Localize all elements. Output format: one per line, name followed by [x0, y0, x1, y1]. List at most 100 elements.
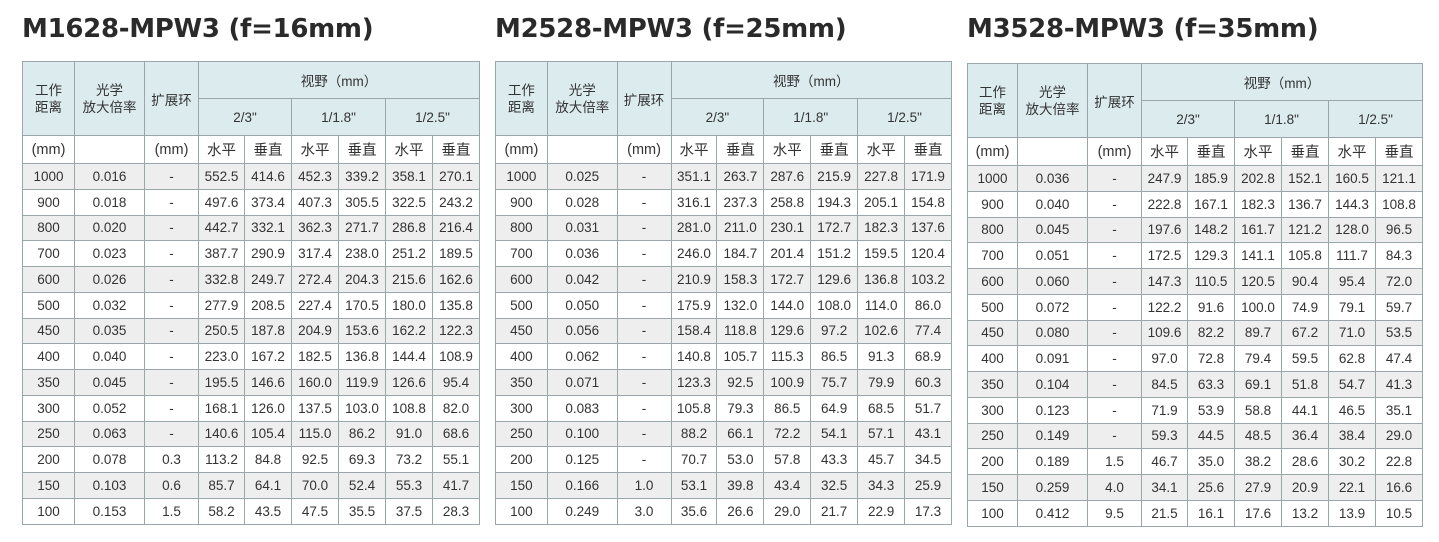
- table-cell: 43.4: [763, 472, 812, 499]
- table-cell: 79.1: [1328, 293, 1376, 321]
- header-horizontal: 水平: [763, 135, 812, 164]
- table-row: 600 0.042-210.9 158.3 172.7 129.6 136.8 103.2: [495, 266, 952, 293]
- table-cell: 150: [495, 472, 548, 499]
- table-cell: 200: [967, 448, 1018, 475]
- table-cell: -: [144, 240, 199, 267]
- table-cell: 100.0: [1234, 293, 1282, 321]
- table-cell: 400: [22, 343, 75, 370]
- table-row: 450 0.035-250.5 187.8 204.9 153.6 162.2 122.3: [22, 317, 480, 345]
- table-row: 250 0.100-88.2 66.1 72.2 54.1 57.1 43.1: [495, 420, 952, 448]
- header-vertical: 垂直: [716, 135, 765, 164]
- header-working-distance: 工作 距离: [967, 63, 1018, 138]
- table-title: M2528-MPW3 (f=25mm): [495, 14, 847, 44]
- table-cell: 108.8: [1375, 190, 1423, 218]
- table-cell: 187.8: [244, 317, 292, 345]
- table-cell: 270.1: [432, 163, 480, 190]
- table-cell: 500: [495, 291, 548, 319]
- table-row: 200 0.078 0.3 113.2 84.8 92.5 69.3 73.2 55.1: [22, 446, 480, 473]
- table-cell: 41.7: [432, 472, 480, 499]
- table-cell: 0.042: [546, 266, 618, 293]
- table-cell: 100: [22, 497, 75, 525]
- table-cell: -: [616, 343, 672, 370]
- table-row: 1000 0.036-247.9 185.9 202.8 152.1 160.5 121.1: [967, 165, 1423, 192]
- table-cell: 350: [495, 369, 548, 396]
- table-cell: 21.5: [1141, 499, 1188, 527]
- table-cell: 109.6: [1141, 319, 1188, 347]
- table-cell: 21.7: [810, 497, 859, 525]
- table-cell: 129.6: [763, 317, 812, 345]
- table-cell: 71.0: [1328, 319, 1376, 347]
- table-cell: 450: [22, 317, 75, 345]
- table-cell: 38.2: [1234, 448, 1282, 475]
- table-cell: 300: [967, 396, 1018, 424]
- table-cell: 69.1: [1234, 371, 1282, 398]
- table-cell: 27.9: [1234, 474, 1282, 501]
- table-cell: 100.9: [763, 369, 812, 396]
- table-cell: 91.3: [857, 343, 906, 370]
- header-field-of-view: 视野（mm）: [1141, 63, 1423, 101]
- table-cell: 59.5: [1281, 345, 1329, 372]
- header-vertical: 垂直: [904, 135, 952, 164]
- table-row: 300 0.123-71.9 53.9 58.8 44.1 46.5 35.1: [967, 396, 1423, 424]
- table-cell: 500: [967, 293, 1018, 321]
- table-cell: 103.0: [338, 394, 386, 422]
- table-cell: -: [144, 394, 199, 422]
- table-cell: 246.0: [670, 240, 718, 267]
- table-cell: 38.4: [1328, 422, 1376, 450]
- table-cell: 0.035: [74, 317, 145, 345]
- table-cell: -: [1087, 216, 1142, 244]
- table-cell: 414.6: [244, 163, 292, 190]
- table-row: 1000 0.016-552.5 414.6 452.3 339.2 358.1 270.1: [22, 163, 480, 190]
- table-cell: 332.8: [198, 266, 245, 293]
- table-cell: 700: [495, 240, 548, 267]
- table-cell: 500: [22, 291, 75, 319]
- table-cell: 129.3: [1187, 242, 1235, 269]
- table-cell: 159.5: [857, 240, 906, 267]
- table-cell: 35.5: [338, 497, 386, 525]
- table-cell: 258.8: [763, 188, 812, 216]
- table-cell: -: [616, 163, 672, 190]
- header-unit-ring: (mm): [616, 135, 672, 164]
- table-cell: -: [616, 266, 672, 293]
- table-cell: 900: [22, 188, 75, 216]
- table-cell: 41.3: [1375, 371, 1423, 398]
- table-cell: 0.025: [546, 163, 618, 190]
- table-cell: 46.7: [1141, 448, 1188, 475]
- table-cell: 115.3: [763, 343, 812, 370]
- table-cell: 89.7: [1234, 319, 1282, 347]
- table-row: 200 0.125-70.7 53.0 57.8 43.3 45.7 34.5: [495, 446, 952, 473]
- table-cell: 140.8: [670, 343, 718, 370]
- table-cell: 238.0: [338, 240, 386, 267]
- table-cell: 0.051: [1017, 242, 1088, 269]
- table-cell: -: [1087, 190, 1142, 218]
- table-row: 100 0.153 1.5 58.2 43.5 47.5 35.5 37.5 28.3: [22, 497, 480, 525]
- table-cell: 373.4: [244, 188, 292, 216]
- table-cell: 800: [967, 216, 1018, 244]
- header-field-of-view: 视野（mm）: [670, 61, 952, 99]
- table-cell: 153.6: [338, 317, 386, 345]
- table-cell: 35.0: [1187, 448, 1235, 475]
- table-cell: 69.3: [338, 446, 386, 473]
- header-horizontal: 水平: [385, 135, 433, 164]
- table-cell: 900: [495, 188, 548, 216]
- table-row: 100 0.412 9.5 21.5 16.1 17.6 13.2 13.9 10.5: [967, 499, 1423, 527]
- table-cell: 13.9: [1328, 499, 1376, 527]
- table-cell: 230.1: [763, 214, 812, 242]
- table-cell: 137.6: [904, 214, 952, 242]
- table-cell: 43.1: [904, 420, 952, 448]
- table-cell: 0.078: [74, 446, 145, 473]
- table-cell: 0.063: [74, 420, 145, 448]
- table-cell: 37.5: [385, 497, 433, 525]
- table-cell: 158.3: [716, 266, 765, 293]
- header-horizontal: 水平: [291, 135, 339, 164]
- table-cell: 161.7: [1234, 216, 1282, 244]
- table-row: 300 0.052-168.1 126.0 137.5 103.0 108.8 82.0: [22, 394, 480, 422]
- header-magnification: 光学 放大倍率: [1017, 63, 1088, 138]
- table-cell: 25.6: [1187, 474, 1235, 501]
- table-cell: 182.3: [1234, 190, 1282, 218]
- table-cell: 60.3: [904, 369, 952, 396]
- header-sensor-size: 2/3": [198, 98, 292, 136]
- table-cell: 20.9: [1281, 474, 1329, 501]
- table-cell: 84.8: [244, 446, 292, 473]
- table-cell: 103.2: [904, 266, 952, 293]
